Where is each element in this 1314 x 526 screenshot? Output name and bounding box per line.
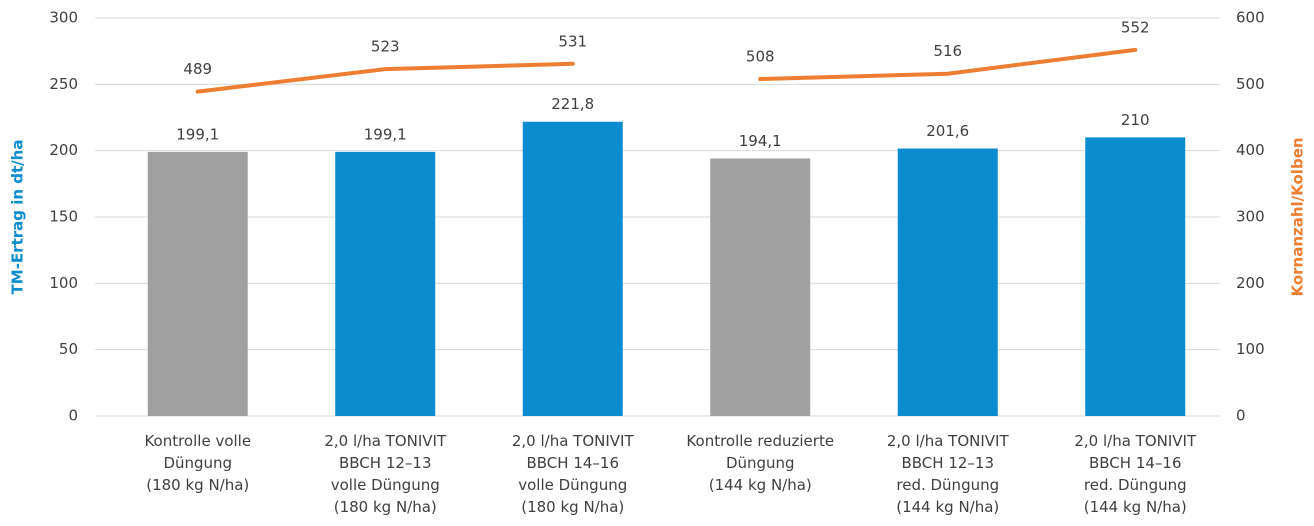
line-value-label: 531	[558, 32, 587, 50]
x-tick-label-line: 2,0 l/ha TONIVIT	[324, 432, 447, 450]
y2-tick-label: 500	[1236, 75, 1265, 93]
bar-value-label: 194,1	[739, 132, 782, 150]
y-tick-label: 150	[49, 208, 78, 226]
line-value-label: 489	[183, 60, 212, 78]
bar-value-label: 199,1	[176, 125, 219, 143]
x-tick-label-line: (180 kg N/ha)	[146, 476, 249, 494]
y-axis-title: TM-Ertrag in dt/ha	[9, 140, 27, 295]
x-tick-label: 2,0 l/ha TONIVIT BBCH 14–16 red. Düngung (1…	[1074, 432, 1197, 516]
x-tick-label: 2,0 l/ha TONIVIT BBCH 12–13 red. Düngung (1…	[887, 432, 1010, 516]
line-value-label: 516	[933, 42, 962, 60]
x-tick-label-line: (144 kg N/ha)	[709, 476, 812, 494]
y-tick-label: 300	[49, 9, 78, 27]
y2-tick-label: 100	[1236, 340, 1265, 358]
bar-value-label: 201,6	[926, 122, 969, 140]
x-tick-label: 2,0 l/ha TONIVIT BBCH 12–13 volle Düngung (…	[324, 432, 447, 516]
line	[195, 61, 575, 94]
x-tick-label-line: (180 kg N/ha)	[334, 498, 437, 516]
y-tick-label: 0	[68, 407, 78, 425]
y2-tick-label: 200	[1236, 274, 1265, 292]
x-tick-label-line: Düngung	[726, 454, 795, 472]
x-tick-label-line: Kontrolle reduzierte	[686, 432, 834, 450]
y2-tick-label: 300	[1236, 208, 1265, 226]
bar	[522, 121, 623, 416]
bar	[1085, 137, 1186, 416]
line	[758, 47, 1138, 82]
x-tick-label-line: BBCH 14–16	[1089, 454, 1182, 472]
x-tick-label-line: BBCH 12–13	[339, 454, 432, 472]
y-tick-label: 50	[59, 340, 78, 358]
x-tick-label-line: red. Düngung	[896, 476, 999, 494]
x-tick-label-line: volle Düngung	[331, 476, 440, 494]
x-tick-label-line: volle Düngung	[518, 476, 627, 494]
x-tick-label-line: red. Düngung	[1084, 476, 1187, 494]
line-value-label: 508	[746, 48, 775, 66]
x-tick-label-line: Düngung	[163, 454, 232, 472]
bar	[147, 151, 248, 417]
bar	[335, 151, 436, 417]
y-tick-label: 200	[49, 141, 78, 159]
bar	[710, 158, 811, 416]
x-tick-label-line: (180 kg N/ha)	[521, 498, 624, 516]
bar-value-label: 199,1	[364, 125, 407, 143]
bar-value-label: 221,8	[551, 95, 594, 113]
x-tick-label-line: 2,0 l/ha TONIVIT	[512, 432, 635, 450]
y-tick-label: 250	[49, 75, 78, 93]
y2-tick-label: 600	[1236, 9, 1265, 27]
x-tick-label-line: Kontrolle volle	[144, 432, 251, 450]
x-tick-label-line: 2,0 l/ha TONIVIT	[887, 432, 1010, 450]
x-tick-label: Kontrolle reduzierte Düngung (144 kg N/ha)	[686, 432, 834, 494]
x-tick-label: 2,0 l/ha TONIVIT BBCH 14–16 volle Düngung (…	[512, 432, 635, 516]
x-tick-label-line: (144 kg N/ha)	[896, 498, 999, 516]
x-tick-label-line: BBCH 12–13	[901, 454, 994, 472]
bar	[897, 148, 998, 416]
x-tick-label-line: BBCH 14–16	[526, 454, 619, 472]
bar-value-label: 210	[1121, 111, 1150, 129]
line-value-label: 523	[371, 38, 400, 56]
y2-axis-title: Kornanzahl/Kolben	[1289, 137, 1307, 296]
line-value-label: 552	[1121, 18, 1150, 36]
x-tick-label-line: 2,0 l/ha TONIVIT	[1074, 432, 1197, 450]
y-tick-label: 100	[49, 274, 78, 292]
x-tick-label: Kontrolle volle Düngung (180 kg N/ha)	[144, 432, 251, 494]
x-tick-label-line: (144 kg N/ha)	[1084, 498, 1187, 516]
y2-tick-label: 400	[1236, 141, 1265, 159]
y2-tick-label: 0	[1236, 407, 1246, 425]
